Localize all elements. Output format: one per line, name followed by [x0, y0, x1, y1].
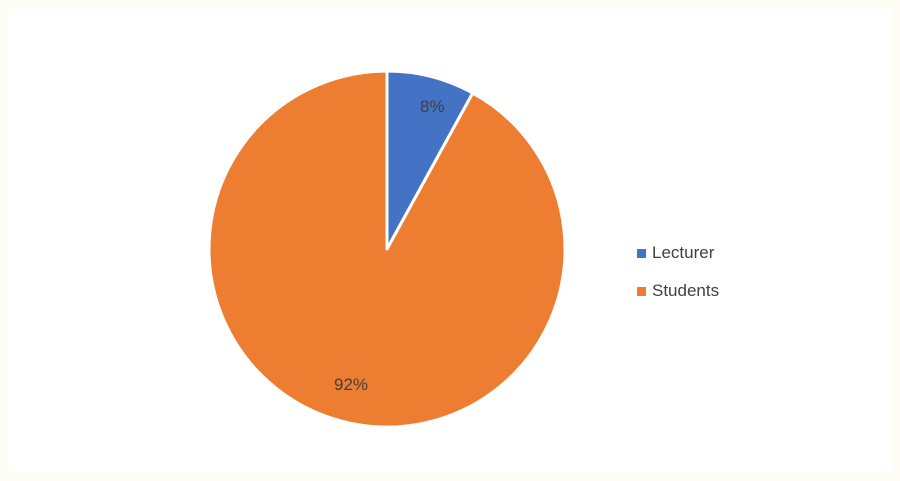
legend-swatch-lecturer [637, 248, 646, 258]
pie-slice-lecturer [385, 69, 475, 251]
pie-chart: 8% 92% [207, 69, 567, 429]
data-label-students: 92% [334, 375, 368, 394]
legend-item-students: Students [637, 281, 719, 301]
data-label-lecturer: 8% [420, 97, 445, 116]
chart-area: 8% 92% Lecturer Students [9, 9, 891, 472]
legend-item-lecturer: Lecturer [637, 243, 719, 263]
legend-label-students: Students [652, 281, 720, 300]
pie-slice-students [207, 69, 567, 429]
legend: Lecturer Students [637, 243, 719, 319]
legend-swatch-students [637, 286, 646, 296]
legend-label-lecturer: Lecturer [652, 243, 715, 262]
